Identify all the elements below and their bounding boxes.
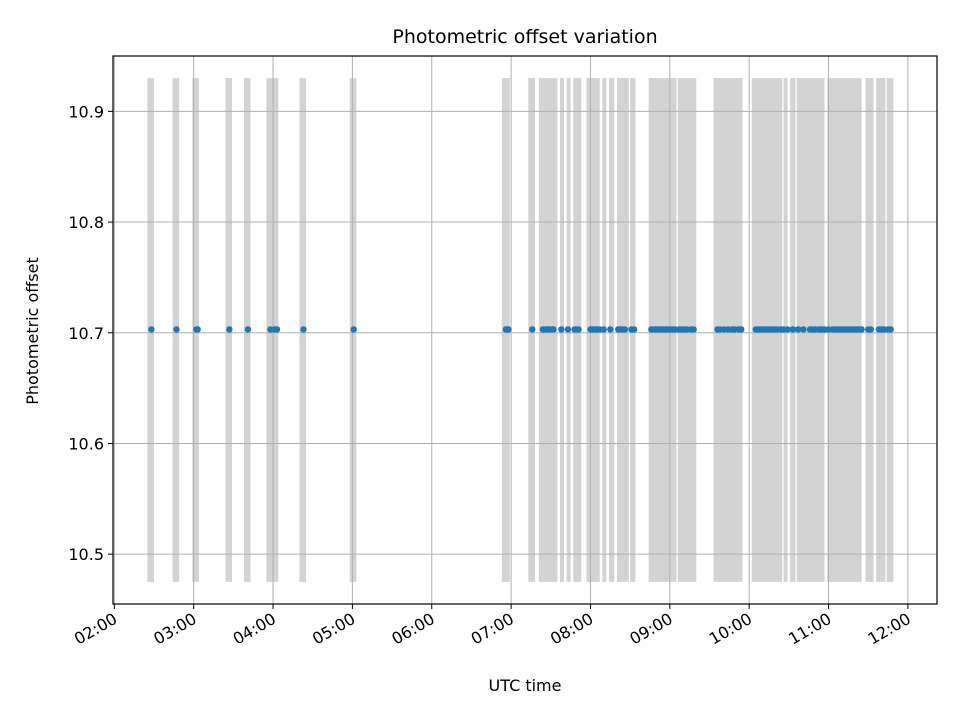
data-point bbox=[564, 326, 572, 333]
data-point bbox=[867, 326, 875, 333]
data-point bbox=[505, 326, 512, 333]
data-point bbox=[738, 326, 745, 333]
data-point bbox=[529, 326, 536, 333]
chart-title: Photometric offset variation bbox=[392, 26, 657, 48]
plot-frame bbox=[112, 55, 938, 605]
y-tick-label: 10.9 bbox=[68, 102, 104, 121]
data-point bbox=[800, 326, 807, 333]
data-point bbox=[887, 326, 894, 333]
data-point bbox=[858, 326, 865, 333]
data-point bbox=[789, 326, 797, 333]
data-point bbox=[630, 326, 638, 333]
data-point bbox=[607, 326, 614, 333]
y-tick-label: 10.7 bbox=[68, 324, 104, 343]
data-point bbox=[784, 326, 791, 333]
data-point bbox=[226, 326, 233, 333]
data-point bbox=[690, 326, 697, 333]
data-point bbox=[173, 326, 180, 333]
data-point-layer bbox=[148, 326, 894, 333]
data-point bbox=[244, 326, 252, 333]
data-point bbox=[300, 326, 307, 333]
y-tick-label: 10.6 bbox=[68, 434, 104, 453]
data-point bbox=[194, 326, 201, 333]
data-point bbox=[148, 326, 155, 333]
data-point bbox=[575, 326, 582, 333]
data-point bbox=[350, 326, 357, 333]
data-point bbox=[273, 326, 281, 333]
y-tick-label: 10.8 bbox=[68, 213, 104, 232]
data-point bbox=[550, 326, 557, 333]
data-point bbox=[794, 326, 802, 333]
y-tick-label: 10.5 bbox=[68, 545, 104, 564]
x-axis-title: UTC time bbox=[489, 676, 562, 695]
y-axis-title: Photometric offset bbox=[23, 257, 42, 405]
data-point bbox=[621, 326, 629, 333]
data-point bbox=[600, 326, 607, 333]
data-point bbox=[558, 326, 565, 333]
